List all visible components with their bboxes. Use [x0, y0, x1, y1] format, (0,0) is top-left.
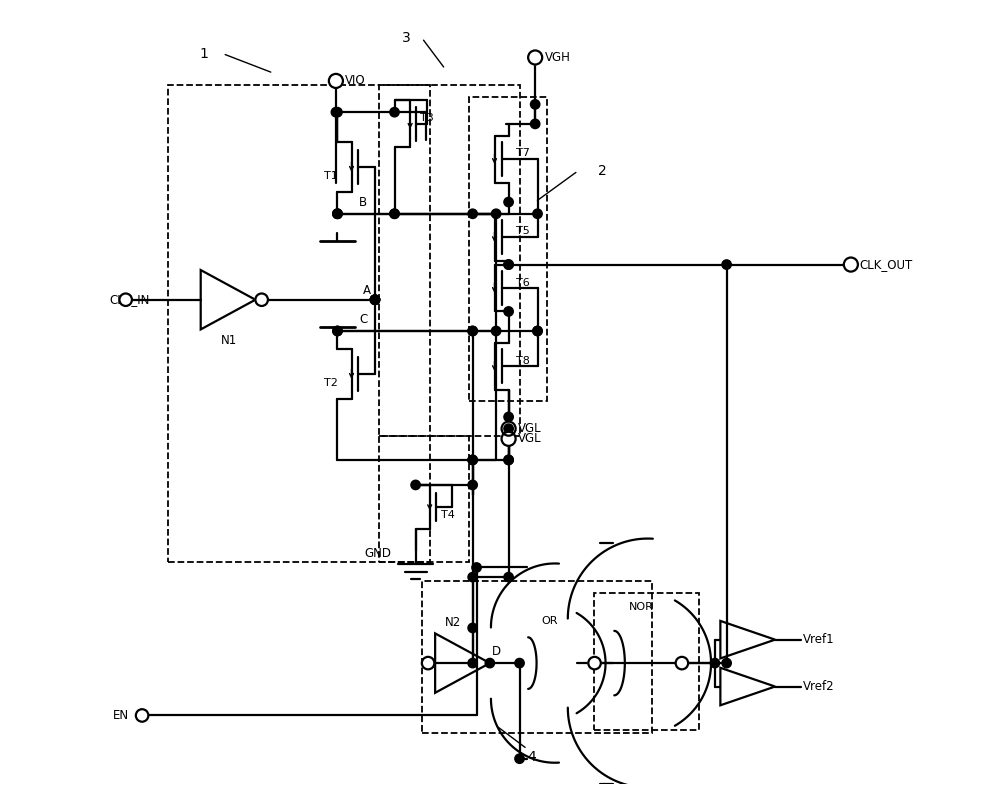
Circle shape — [331, 108, 341, 116]
Text: T3: T3 — [420, 113, 433, 123]
Circle shape — [844, 257, 858, 272]
Circle shape — [504, 260, 513, 269]
Circle shape — [504, 572, 513, 582]
Circle shape — [333, 327, 342, 336]
Circle shape — [370, 295, 380, 305]
Circle shape — [491, 327, 501, 336]
Text: B: B — [359, 195, 367, 209]
Text: T2: T2 — [324, 379, 338, 388]
Circle shape — [722, 659, 731, 668]
Circle shape — [255, 294, 268, 306]
Text: VGL: VGL — [518, 422, 542, 435]
Circle shape — [390, 108, 399, 116]
Circle shape — [676, 657, 688, 670]
Text: D: D — [492, 645, 501, 658]
Text: 2: 2 — [598, 164, 606, 178]
Text: EN: EN — [112, 709, 129, 722]
Circle shape — [722, 260, 731, 269]
Text: Vref1: Vref1 — [803, 634, 835, 646]
Circle shape — [333, 327, 342, 336]
Text: N1: N1 — [221, 334, 237, 347]
Text: T6: T6 — [516, 279, 530, 288]
Text: T4: T4 — [441, 510, 455, 519]
Circle shape — [329, 74, 343, 88]
Text: 4: 4 — [527, 750, 536, 764]
Circle shape — [504, 260, 513, 269]
Text: VIO: VIO — [345, 75, 366, 87]
Circle shape — [515, 754, 524, 763]
Circle shape — [504, 455, 513, 464]
Circle shape — [533, 209, 542, 219]
Circle shape — [530, 100, 540, 109]
Circle shape — [533, 327, 542, 336]
Circle shape — [468, 659, 477, 668]
Text: T1: T1 — [324, 172, 338, 181]
Circle shape — [390, 209, 399, 219]
Circle shape — [468, 480, 477, 490]
Circle shape — [390, 209, 399, 219]
Circle shape — [333, 108, 342, 116]
Circle shape — [468, 209, 477, 219]
Circle shape — [136, 709, 148, 722]
Circle shape — [588, 657, 601, 670]
Text: OR: OR — [541, 616, 558, 626]
Circle shape — [533, 327, 542, 336]
Text: 1: 1 — [199, 46, 208, 61]
Text: VGL: VGL — [518, 432, 542, 445]
Circle shape — [504, 198, 513, 207]
Text: Vref2: Vref2 — [803, 680, 835, 693]
Circle shape — [472, 563, 481, 572]
Circle shape — [710, 659, 720, 668]
Text: NOR: NOR — [629, 602, 654, 612]
Circle shape — [515, 659, 524, 668]
Circle shape — [411, 480, 420, 490]
Text: VGH: VGH — [545, 51, 570, 64]
Circle shape — [502, 422, 516, 436]
Circle shape — [333, 209, 342, 219]
Circle shape — [468, 623, 477, 633]
Circle shape — [468, 327, 477, 336]
Text: N2: N2 — [445, 616, 462, 629]
Circle shape — [468, 455, 477, 464]
Circle shape — [468, 455, 477, 464]
Circle shape — [422, 657, 434, 670]
Circle shape — [333, 209, 342, 219]
Text: A: A — [363, 284, 371, 297]
Text: GND: GND — [365, 547, 392, 560]
Circle shape — [502, 432, 516, 446]
Circle shape — [119, 294, 132, 306]
Circle shape — [504, 412, 513, 422]
Circle shape — [370, 295, 380, 305]
Text: T5: T5 — [516, 226, 530, 236]
Circle shape — [468, 327, 477, 336]
Circle shape — [370, 295, 380, 305]
Circle shape — [485, 659, 495, 668]
Circle shape — [528, 50, 542, 65]
Text: T7: T7 — [516, 148, 530, 158]
Text: C: C — [359, 312, 368, 326]
Circle shape — [491, 209, 501, 219]
Text: 3: 3 — [402, 31, 411, 45]
Text: T8: T8 — [516, 357, 530, 367]
Text: CLK_IN: CLK_IN — [109, 294, 150, 306]
Circle shape — [468, 572, 477, 582]
Circle shape — [504, 424, 513, 434]
Circle shape — [333, 209, 342, 219]
Circle shape — [370, 295, 380, 305]
Circle shape — [504, 455, 513, 464]
Circle shape — [530, 119, 540, 128]
Text: CLK_OUT: CLK_OUT — [859, 258, 913, 271]
Circle shape — [504, 307, 513, 316]
